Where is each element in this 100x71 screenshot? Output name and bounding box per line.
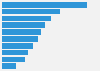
Bar [2, 9, 60, 14]
Bar [2, 36, 38, 42]
Bar [2, 50, 28, 55]
Bar [2, 57, 25, 62]
Bar [2, 43, 33, 48]
Bar [2, 29, 41, 35]
Bar [2, 2, 87, 8]
Bar [2, 63, 16, 69]
Bar [2, 23, 45, 28]
Bar [2, 16, 51, 21]
